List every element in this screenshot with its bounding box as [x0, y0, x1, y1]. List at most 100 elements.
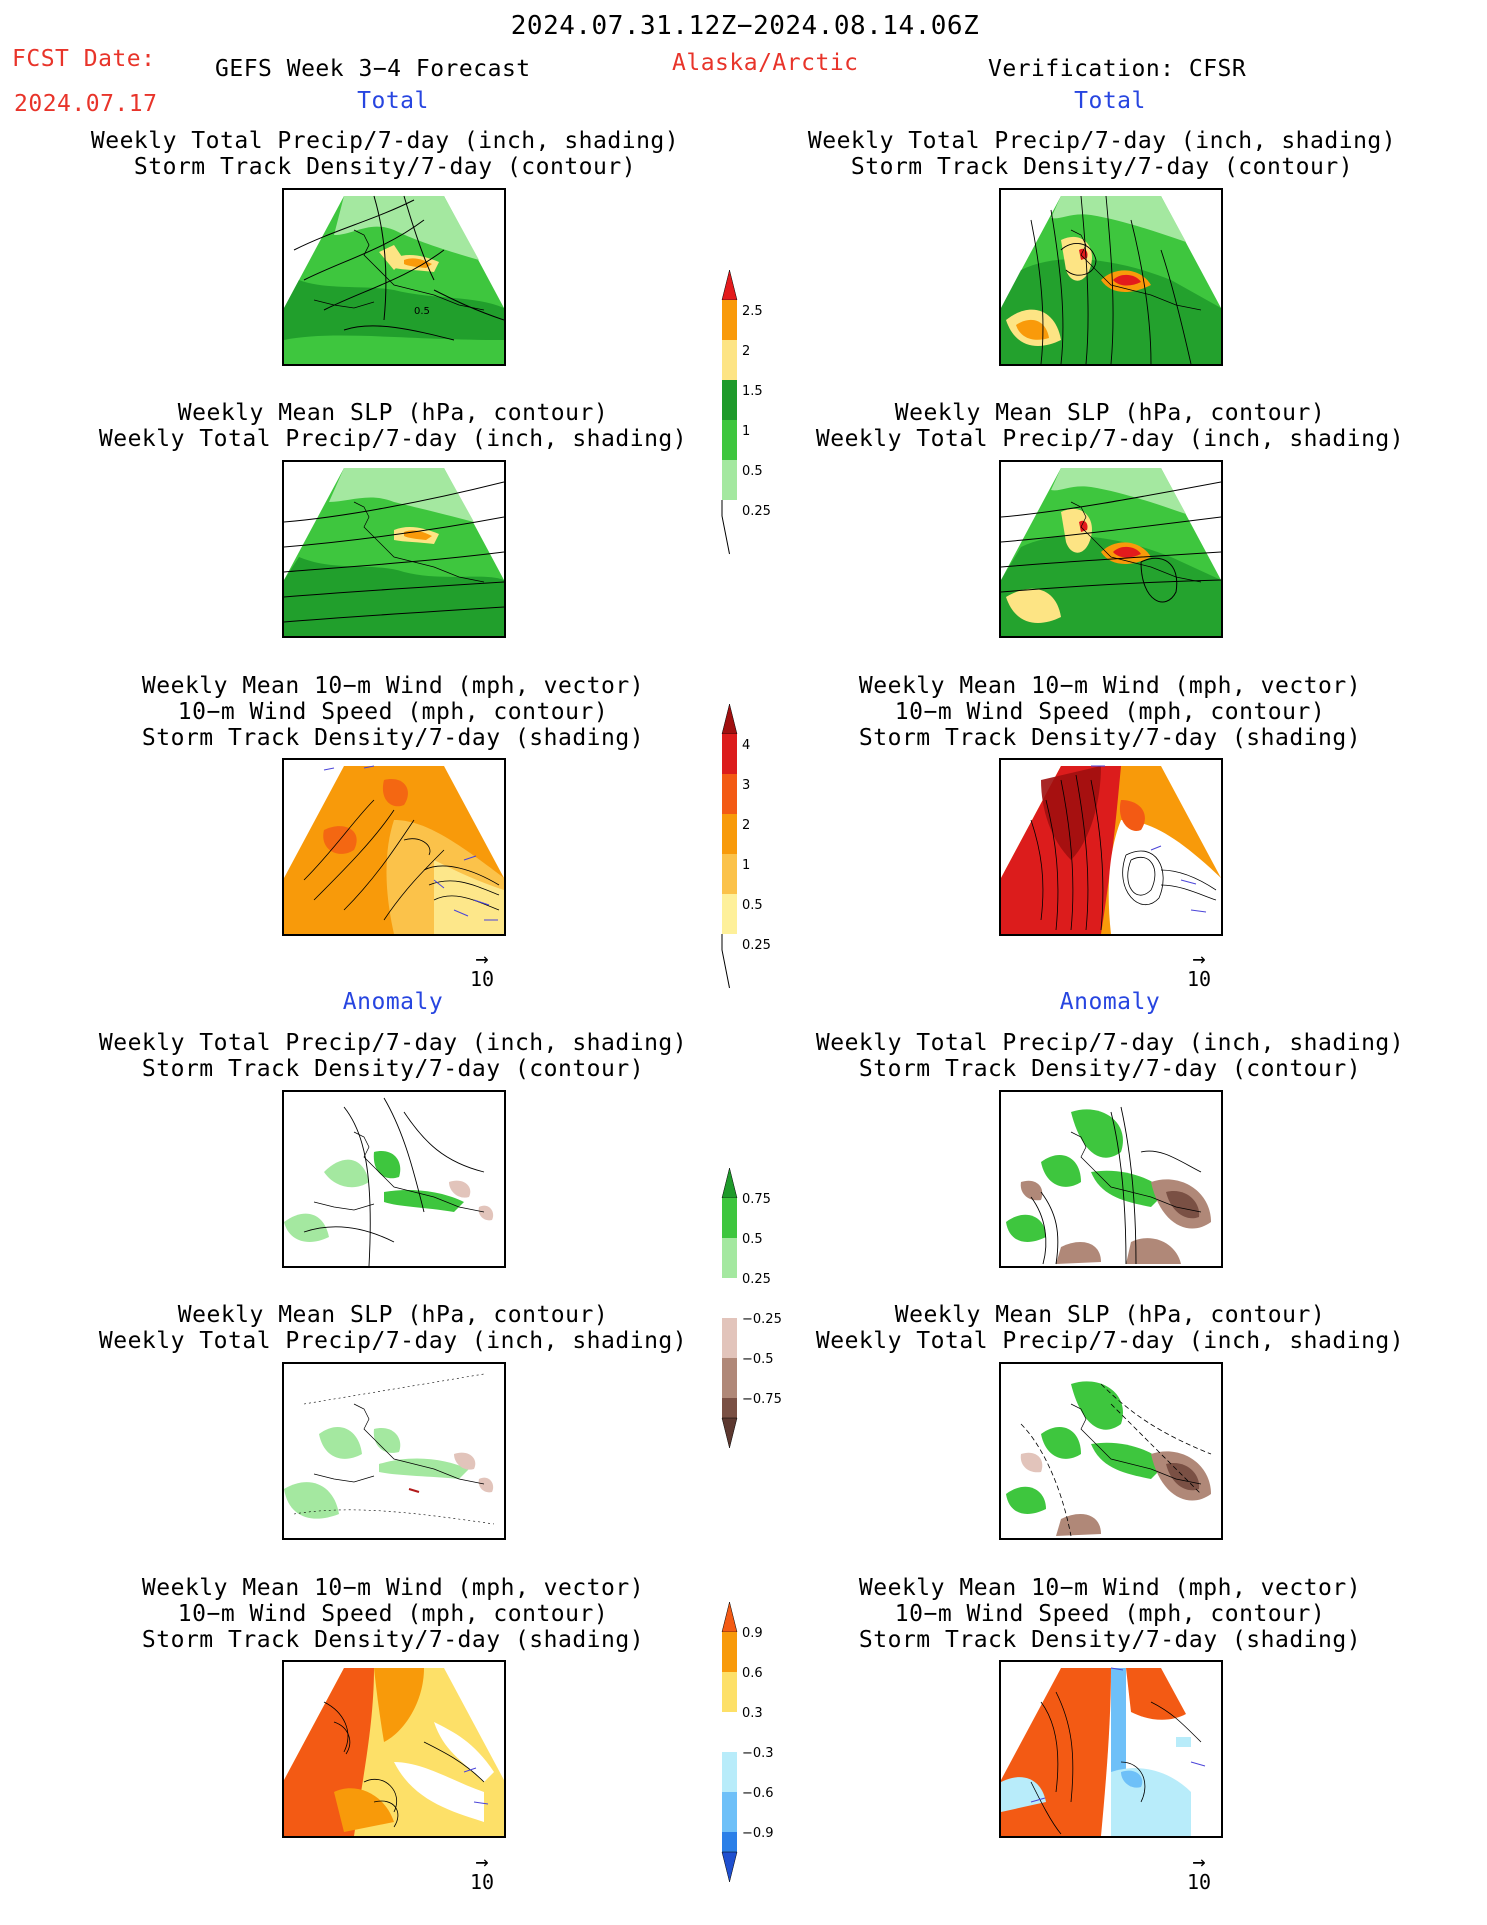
panel-title-r3-left: Weekly Mean 10−m Wind (mph, vector) 10−m…: [43, 673, 743, 751]
title-line: Storm Track Density/7-day (shading): [858, 1627, 1362, 1653]
colorbar-segment: [721, 1417, 738, 1449]
title-line: Weekly Mean SLP (hPa, contour): [177, 400, 609, 426]
title-line: Storm Track Density/7-day (contour): [858, 1056, 1362, 1082]
verification-title: Verification: CFSR: [988, 56, 1247, 82]
colorbar-segment: [722, 774, 737, 814]
colorbar-precip-total: 2.5 2 1.5 1 0.5 0.25: [720, 268, 780, 558]
colorbar-tick: 0.6: [742, 1666, 763, 1681]
colorbar-tick: 0.5: [742, 464, 763, 479]
map-wind-storm-anom-fcst: [282, 1660, 506, 1838]
colorbar-tick: 0.25: [742, 504, 771, 519]
colorbar-segment: [722, 420, 737, 460]
colorbar-segment: [722, 814, 737, 854]
fcst-date-label: FCST Date:: [12, 46, 156, 72]
colorbar-tick: 3: [742, 778, 750, 793]
colorbar-storm-anom: 0.9 0.6 0.3 −0.3 −0.6 −0.9: [720, 1600, 780, 1890]
map-slp-precip-fcst: [282, 460, 506, 638]
map-slp-precip-anom-obs: [999, 1362, 1223, 1540]
colorbar-precip-anom: 0.75 0.5 0.25 −0.25 −0.5 −0.75: [720, 1166, 782, 1456]
colorbar-tick: −0.3: [742, 1746, 774, 1761]
map-precip-anom-fcst: [282, 1090, 506, 1268]
map-slp-precip-anom-fcst: [282, 1362, 506, 1540]
section-total-right: Total: [1074, 88, 1146, 114]
colorbar-storm-anom-svg: 0.9 0.6 0.3 −0.3 −0.6 −0.9: [721, 1601, 774, 1883]
map-wind-storm-fcst: [282, 758, 506, 936]
colorbar-precip-total-svg: 2.5 2 1.5 1 0.5 0.25: [721, 269, 771, 555]
contour-label: 0.5: [414, 306, 430, 317]
map-wind-storm-obs: [999, 758, 1223, 936]
colorbar-tick: 1: [742, 424, 750, 439]
colorbar-precip-anom-svg: 0.75 0.5 0.25 −0.25 −0.5 −0.75: [721, 1167, 782, 1449]
title-line: Weekly Total Precip/7-day (inch, shading…: [98, 1030, 688, 1056]
colorbar-tick: −0.25: [742, 1312, 782, 1327]
arrow-right-icon: →: [1192, 1850, 1206, 1875]
product-title: GEFS Week 3−4 Forecast: [215, 56, 531, 82]
colorbar-segment: [721, 1601, 738, 1633]
colorbar-segment: [722, 1198, 737, 1238]
vector-reference-value: 10: [469, 967, 495, 991]
title-line: Weekly Mean SLP (hPa, contour): [894, 1302, 1326, 1328]
title-line: 10−m Wind Speed (mph, contour): [894, 1601, 1326, 1627]
panel-title-r5-right: Weekly Mean SLP (hPa, contour) Weekly To…: [760, 1302, 1460, 1354]
colorbar-storm-total: 4 3 2 1 0.5 0.25: [720, 702, 780, 992]
title-line: Weekly Total Precip/7-day (inch, shading…: [815, 1328, 1405, 1354]
map-precip-anom-obs: [999, 1090, 1223, 1268]
title-line: Weekly Total Precip/7-day (inch, shading…: [90, 128, 680, 154]
valid-period: 2024.07.31.12Z−2024.08.14.06Z: [510, 11, 980, 41]
title-line: Weekly Total Precip/7-day (inch, shading…: [815, 1030, 1405, 1056]
panel-title-r3-right: Weekly Mean 10−m Wind (mph, vector) 10−m…: [760, 673, 1460, 751]
vector-reference-value: 10: [1186, 967, 1212, 991]
vector-reference-r6-left: → 10: [462, 1850, 502, 1894]
vector-reference-r3-right: → 10: [1179, 949, 1219, 991]
panel-title-r2-right: Weekly Mean SLP (hPa, contour) Weekly To…: [760, 400, 1460, 452]
title-line: 10−m Wind Speed (mph, contour): [177, 699, 609, 725]
panel-title-r4-right: Weekly Total Precip/7-day (inch, shading…: [760, 1030, 1460, 1082]
title-line: Weekly Total Precip/7-day (inch, shading…: [807, 128, 1397, 154]
section-anomaly-right: Anomaly: [1059, 989, 1161, 1015]
title-line: Storm Track Density/7-day (contour): [141, 1056, 645, 1082]
panel-title-r1-right: Weekly Total Precip/7-day (inch, shading…: [752, 128, 1452, 180]
colorbar-segment: [721, 269, 738, 301]
panel-title-r1-left: Weekly Total Precip/7-day (inch, shading…: [35, 128, 735, 180]
title-line: Weekly Mean SLP (hPa, contour): [894, 400, 1326, 426]
arrow-right-icon: →: [475, 1850, 489, 1875]
title-line: Weekly Total Precip/7-day (inch, shading…: [815, 426, 1405, 452]
colorbar-segment: [722, 300, 737, 340]
colorbar-segment: [722, 1712, 737, 1752]
section-total-left: Total: [357, 88, 429, 114]
colorbar-storm-total-svg: 4 3 2 1 0.5 0.25: [721, 703, 771, 989]
title-line: Weekly Mean 10−m Wind (mph, vector): [141, 1575, 645, 1601]
title-line: Weekly Total Precip/7-day (inch, shading…: [98, 1328, 688, 1354]
panel-title-r2-left: Weekly Mean SLP (hPa, contour) Weekly To…: [43, 400, 743, 452]
colorbar-tick: 0.75: [742, 1192, 771, 1207]
colorbar-tick: 0.9: [742, 1626, 763, 1641]
colorbar-segment: [722, 380, 737, 420]
title-line: Storm Track Density/7-day (contour): [850, 154, 1354, 180]
title-line: Storm Track Density/7-day (shading): [858, 725, 1362, 751]
colorbar-segment: [722, 1792, 737, 1832]
colorbar-segment: [722, 1752, 737, 1792]
colorbar-tick: 0.25: [742, 938, 771, 953]
fcst-date-value: 2024.07.17: [14, 91, 158, 117]
colorbar-tick: 2.5: [742, 304, 763, 319]
region-title: Alaska/Arctic: [672, 50, 859, 76]
title-line: Weekly Mean 10−m Wind (mph, vector): [858, 1575, 1362, 1601]
arrow-right-icon: →: [475, 947, 489, 972]
colorbar-tick: −0.75: [742, 1392, 782, 1407]
colorbar-segment: [722, 1318, 737, 1358]
panel-title-r6-left: Weekly Mean 10−m Wind (mph, vector) 10−m…: [43, 1575, 743, 1653]
colorbar-tail: [721, 500, 730, 555]
colorbar-segment: [721, 1851, 738, 1883]
panel-title-r6-right: Weekly Mean 10−m Wind (mph, vector) 10−m…: [760, 1575, 1460, 1653]
title-line: 10−m Wind Speed (mph, contour): [894, 699, 1326, 725]
colorbar-tail: [721, 934, 730, 989]
map-precip-total-obs: [999, 188, 1223, 366]
colorbar-tick: −0.6: [742, 1786, 774, 1801]
colorbar-tick: 1.5: [742, 384, 763, 399]
panel-title-r5-left: Weekly Mean SLP (hPa, contour) Weekly To…: [43, 1302, 743, 1354]
colorbar-tick: −0.5: [742, 1352, 774, 1367]
title-line: Storm Track Density/7-day (shading): [141, 1627, 645, 1653]
colorbar-segment: [722, 1278, 737, 1318]
colorbar-segment: [722, 1632, 737, 1672]
colorbar-segment: [722, 854, 737, 894]
